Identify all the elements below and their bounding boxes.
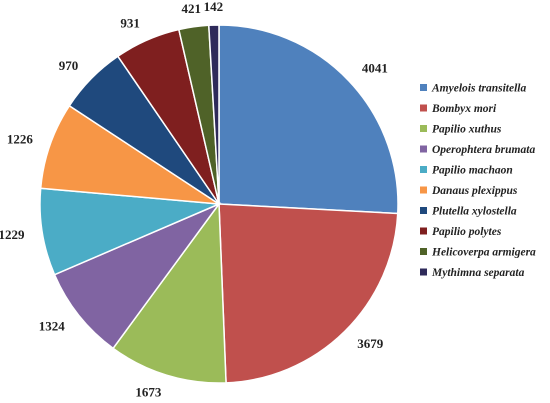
data-label-papilio-polytes: 931: [120, 16, 140, 31]
legend-swatch-papilio-xuthus: [420, 125, 427, 132]
pie-slice-mythimna-separata: [207, 24, 220, 205]
legend-label-plutella-xylostella: Plutella xylostella: [432, 206, 517, 218]
legend-label-danaus-plexippus: Danaus plexippus: [431, 185, 518, 197]
legend: Amyelois transitella Bombyx mori Papilio x…: [420, 83, 536, 279]
pie-slice-amyelois-transitella: [218, 24, 399, 215]
pie-slice-papilio-xuthus: [112, 201, 227, 384]
legend-swatch-mythimna-separata: [420, 268, 427, 276]
data-labels: 4041 3679 1673 1324 1229 1226 970 931 421 142: [0, 0, 388, 399]
legend-swatch-bombyx-mori: [420, 104, 427, 112]
legend-swatch-papilio-polytes: [420, 227, 427, 235]
data-label-helicoverpa-armigera: 421: [181, 1, 201, 16]
legend-label-papilio-polytes: Papilio polytes: [432, 226, 502, 238]
data-label-papilio-machaon: 1229: [0, 227, 25, 242]
legend-swatch-helicoverpa-armigera: [420, 248, 427, 255]
legend-swatch-amyelois-transitella: [420, 84, 427, 91]
legend-label-helicoverpa-armigera: Helicoverpa armigera: [431, 247, 536, 259]
legend-swatch-plutella-xylostella: [420, 207, 427, 214]
legend-swatch-danaus-plexippus: [420, 186, 427, 194]
data-label-mythimna-separata: 142: [204, 0, 224, 14]
pie-slice-operophtera-brumata: [53, 202, 222, 350]
legend-label-bombyx-mori: Bombyx mori: [431, 103, 497, 115]
legend-label-mythimna-separata: Mythimna separata: [431, 267, 525, 279]
legend-label-papilio-machaon: Papilio machaon: [432, 165, 513, 177]
legend-label-papilio-xuthus: Papilio xuthus: [432, 124, 502, 136]
legend-label-operophtera-brumata: Operophtera brumata: [432, 144, 535, 156]
pie-slice-bombyx-mori: [218, 203, 399, 384]
legend-swatch-papilio-machaon: [420, 166, 427, 173]
data-label-danaus-plexippus: 1226: [7, 131, 34, 146]
data-label-amyelois-transitella: 4041: [362, 60, 388, 75]
legend-swatch-operophtera-brumata: [420, 145, 427, 153]
data-label-plutella-xylostella: 970: [59, 58, 79, 73]
legend-label-amyelois-transitella: Amyelois transitella: [431, 83, 526, 95]
data-label-operophtera-brumata: 1324: [39, 319, 66, 334]
data-label-bombyx-mori: 3679: [357, 336, 384, 351]
pie-slices: [39, 24, 399, 384]
data-label-papilio-xuthus: 1673: [135, 384, 162, 399]
